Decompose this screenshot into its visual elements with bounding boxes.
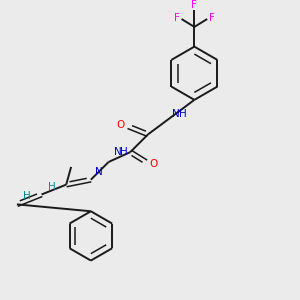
Text: F: F [209,13,215,23]
Text: F: F [191,0,197,10]
Text: F: F [174,13,180,23]
Text: N: N [172,109,180,119]
Text: H: H [23,191,31,202]
Text: O: O [116,119,124,130]
Text: N: N [95,167,103,177]
Text: H: H [121,147,128,157]
Text: H: H [47,182,55,192]
Text: H: H [179,109,187,119]
Text: O: O [150,159,158,169]
Text: N: N [114,147,121,157]
